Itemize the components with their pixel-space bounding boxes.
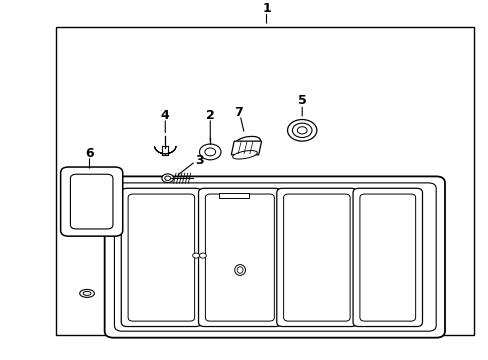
Circle shape [204, 148, 215, 156]
Polygon shape [231, 141, 261, 155]
Circle shape [192, 253, 199, 258]
Circle shape [297, 127, 306, 134]
Ellipse shape [237, 267, 243, 273]
FancyBboxPatch shape [198, 188, 281, 327]
Bar [56, 27, 473, 335]
Ellipse shape [232, 150, 257, 159]
Text: 2: 2 [205, 109, 214, 122]
FancyBboxPatch shape [104, 176, 444, 338]
Ellipse shape [234, 265, 245, 275]
Ellipse shape [83, 292, 91, 295]
Text: 5: 5 [297, 94, 306, 107]
FancyBboxPatch shape [121, 188, 201, 327]
FancyBboxPatch shape [70, 174, 113, 229]
FancyBboxPatch shape [352, 188, 422, 327]
FancyBboxPatch shape [283, 194, 349, 321]
Ellipse shape [235, 136, 260, 147]
Text: 6: 6 [85, 147, 94, 159]
Circle shape [292, 123, 311, 138]
FancyBboxPatch shape [359, 194, 415, 321]
Text: 7: 7 [234, 106, 243, 119]
FancyBboxPatch shape [114, 183, 435, 331]
Text: 1: 1 [262, 3, 270, 15]
Ellipse shape [80, 289, 94, 297]
Text: 3: 3 [195, 154, 203, 167]
Circle shape [199, 253, 206, 258]
Text: 4: 4 [161, 109, 169, 122]
Polygon shape [219, 193, 249, 198]
Circle shape [287, 120, 316, 141]
FancyBboxPatch shape [61, 167, 122, 236]
Polygon shape [110, 180, 439, 333]
Circle shape [162, 174, 173, 183]
Circle shape [199, 144, 221, 160]
FancyBboxPatch shape [128, 194, 194, 321]
FancyBboxPatch shape [276, 188, 356, 327]
FancyBboxPatch shape [205, 194, 274, 321]
Circle shape [164, 176, 170, 180]
